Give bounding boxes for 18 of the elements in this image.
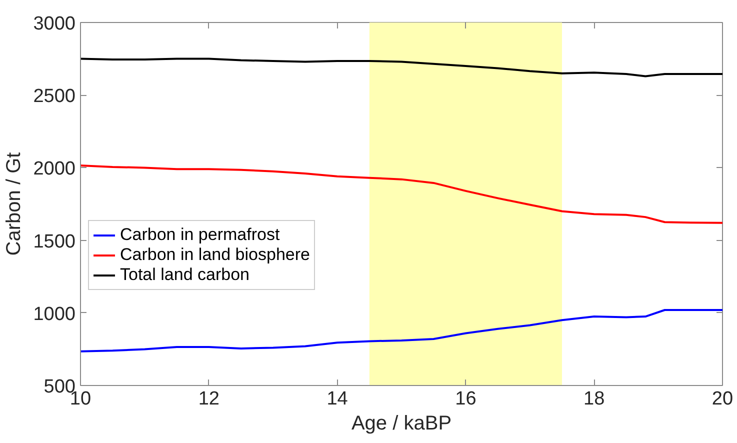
x-axis-title: Age / kaBP [351, 412, 452, 434]
y-axis-title: Carbon / Gt [3, 152, 26, 256]
line-series [80, 58, 722, 78]
x-tick-label: 12 [198, 388, 220, 410]
y-tick-label: 3000 [33, 14, 76, 34]
y-tick-label: 2000 [33, 158, 76, 180]
x-tick-label: 20 [712, 388, 734, 410]
legend-label: Carbon in land biosphere [120, 245, 310, 265]
line-series [80, 308, 722, 352]
y-tick-label: 2500 [33, 86, 76, 108]
y-tick-label: 1500 [33, 231, 76, 252]
y-tick-label: 1000 [33, 304, 76, 325]
x-tick-label: 18 [584, 388, 605, 410]
x-tick-label: 14 [326, 388, 348, 410]
line-series [80, 164, 722, 224]
x-tick-label: 16 [455, 388, 476, 410]
legend-label: Carbon in permafrost [120, 225, 280, 245]
legend-label: Total land carbon [120, 265, 250, 285]
